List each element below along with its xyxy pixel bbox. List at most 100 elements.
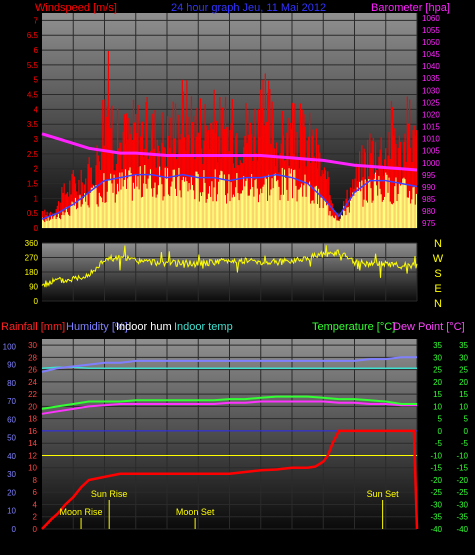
- temperature-tick-label: -15: [430, 464, 442, 473]
- temperature-tick-label: 5: [438, 415, 443, 424]
- temperature-axis: -40 -40 -35 -35 -30 -30 -25 -25 -20 -20 -15 -15 -10 -…: [430, 341, 468, 534]
- windspeed-tick-label: 7: [34, 16, 39, 25]
- event-label: Moon Set: [176, 507, 215, 517]
- legend-temperature: Temperature [°C]: [312, 321, 395, 333]
- barometer-tick-label: 1000: [422, 159, 440, 168]
- windspeed-tick-label: 4.5: [27, 91, 39, 100]
- wind-marks: [41, 50, 418, 228]
- rainfall-tick-label: 10: [28, 464, 37, 473]
- barometer-axis: 975 980 985 990 995 1000 1005 1010 1015 1020 1025 1…: [422, 14, 440, 228]
- barometer-tick-label: 1025: [422, 98, 440, 107]
- wind-x-tick-label: 22: [380, 231, 392, 242]
- legend-rainfall: Rainfall [mm]: [1, 321, 65, 333]
- windspeed-tick-label: 3.5: [27, 120, 39, 129]
- barometer-tick-label: 995: [422, 171, 436, 180]
- dewpoint-tick-label: -40: [456, 525, 468, 534]
- humidity-tick-label: 100: [3, 342, 17, 351]
- windspeed-tick-label: 2.5: [27, 150, 39, 159]
- temperature-tick-label: 30: [433, 353, 442, 362]
- climate-x-tick-label: 20: [349, 536, 361, 547]
- wind-x-tick-label: 20: [349, 231, 361, 242]
- wind-direction-line: [41, 245, 418, 288]
- direction-tick-label: 0: [34, 297, 39, 306]
- dewpoint-tick-label: -30: [456, 500, 468, 509]
- barometer-tick-label: 1010: [422, 135, 440, 144]
- legend-indoor-hum: Indoor hum: [116, 321, 172, 333]
- climate-x-tick-label: 00: [411, 536, 423, 547]
- climate-marks: [41, 356, 419, 530]
- windspeed-tick-label: 6.5: [27, 31, 39, 40]
- climate-x-tick-label: 16: [286, 536, 298, 547]
- direction-tick-label: 270: [25, 254, 39, 263]
- climate-x-tick-label: 08: [161, 536, 173, 547]
- wind-x-axis: 02 04 06 08 10 12 14 16 18 20 22 00: [68, 231, 423, 242]
- temperature-tick-label: -40: [430, 525, 442, 534]
- temperature-tick-label: 10: [433, 402, 442, 411]
- legend-humidity: Humidity [%]: [66, 321, 128, 333]
- temperature-tick-label: 25: [433, 366, 442, 375]
- barometer-tick-label: 1045: [422, 50, 440, 59]
- windspeed-axis-label: Windspeed [m/s]: [35, 2, 117, 14]
- wind-x-tick-label: 10: [193, 231, 205, 242]
- climate-x-tick-label: 04: [99, 536, 111, 547]
- barometer-tick-label: 1050: [422, 38, 440, 47]
- compass-label: S: [434, 268, 441, 280]
- dewpoint-tick-label: -5: [461, 439, 469, 448]
- humidity-tick-label: 30: [7, 470, 16, 479]
- sun-moon-events: Moon Rise Sun Rise Moon Set Sun Set: [60, 489, 399, 529]
- wind-x-tick-label: 12: [224, 231, 236, 242]
- windspeed-tick-label: 4: [34, 105, 39, 114]
- wind-x-tick-label: 08: [161, 231, 173, 242]
- humidity-axis: 0 10 20 30 40 50 60 70 80 90 100: [3, 342, 17, 534]
- dewpoint-tick-label: 20: [459, 378, 468, 387]
- barometer-tick-label: 1030: [422, 86, 440, 95]
- climate-x-tick-label: 22: [380, 536, 392, 547]
- climate-x-tick-label: 10: [193, 536, 205, 547]
- rainfall-tick-label: 22: [28, 390, 37, 399]
- rainfall-tick-label: 14: [28, 439, 37, 448]
- event-label: Moon Rise: [60, 507, 103, 517]
- temperature-tick-label: -35: [430, 513, 442, 522]
- dewpoint-tick-label: 15: [459, 390, 468, 399]
- wind-x-tick-label: 04: [99, 231, 111, 242]
- climate-x-tick-label: 06: [130, 536, 142, 547]
- temperature-tick-label: -10: [430, 451, 442, 460]
- temperature-tick-label: 35: [433, 341, 442, 350]
- windspeed-tick-label: 1.5: [27, 180, 39, 189]
- humidity-line: [41, 356, 417, 373]
- indoor-hum-line: [41, 366, 417, 369]
- event-label: Sun Rise: [91, 489, 128, 499]
- temperature-tick-label: -5: [435, 439, 443, 448]
- humidity-tick-label: 10: [7, 507, 16, 516]
- barometer-line: [41, 132, 418, 172]
- windspeed-tick-label: 0.5: [27, 209, 39, 218]
- direction-marks: [41, 245, 418, 288]
- dewpoint-tick-label: 10: [459, 402, 468, 411]
- climate-x-tick-label: 02: [68, 536, 80, 547]
- windspeed-tick-label: 5: [34, 76, 39, 85]
- rainfall-tick-label: 2: [33, 513, 38, 522]
- rainfall-tick-label: 20: [28, 402, 37, 411]
- rainfall-tick-label: 18: [28, 415, 37, 424]
- windspeed-tick-label: 2: [34, 165, 39, 174]
- barometer-tick-label: 1055: [422, 26, 440, 35]
- dewpoint-tick-label: -15: [456, 464, 468, 473]
- rainfall-tick-label: 16: [28, 427, 37, 436]
- direction-tick-label: 360: [25, 239, 39, 248]
- windspeed-tick-label: 1: [34, 194, 39, 203]
- rainfall-tick-label: 26: [28, 366, 37, 375]
- barometer-tick-label: 1015: [422, 123, 440, 132]
- direction-axis: 0 90 180 270 360: [25, 239, 39, 306]
- direction-tick-label: 180: [25, 268, 39, 277]
- barometer-tick-label: 990: [422, 183, 436, 192]
- humidity-tick-label: 70: [7, 397, 16, 406]
- chart-title: 24 hour graph Jeu, 11 Mai 2012: [171, 2, 326, 14]
- temperature-tick-label: 15: [433, 390, 442, 399]
- compass-label: E: [434, 283, 441, 295]
- barometer-tick-label: 1060: [422, 14, 440, 23]
- dewpoint-tick-label: 5: [464, 415, 469, 424]
- wind-average-line: [41, 173, 418, 220]
- compass-label: N: [434, 238, 442, 250]
